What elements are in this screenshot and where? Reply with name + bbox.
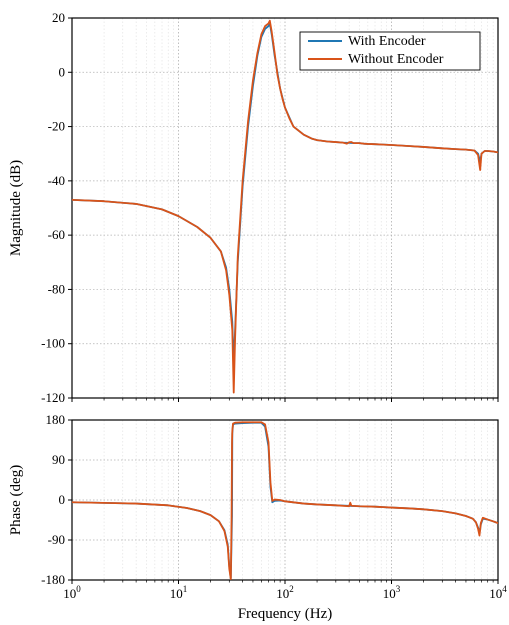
ytick-label: -20 <box>48 119 65 134</box>
ylabel-phase: Phase (deg) <box>8 465 24 535</box>
ytick-label: -180 <box>41 572 65 587</box>
plot-svg: -120 -100 -80 -60 -40 -20 0 20 -180 -90 0 90 180 100 1… <box>0 0 509 625</box>
ytick-label: -80 <box>48 281 65 296</box>
ytick-label: 90 <box>52 452 65 467</box>
ytick-label: -60 <box>48 227 65 242</box>
xtick-label: 104 <box>489 584 507 601</box>
ytick-label: -120 <box>41 390 65 405</box>
xtick-label: 100 <box>63 584 81 601</box>
ytick-label: 20 <box>52 10 65 25</box>
bode-plot-figure: -120 -100 -80 -60 -40 -20 0 20 -180 -90 0 90 180 100 1… <box>0 0 509 625</box>
xtick-label: 102 <box>276 584 294 601</box>
ytick-label: -100 <box>41 336 65 351</box>
ytick-label: 180 <box>46 412 66 427</box>
ytick-label: -90 <box>48 532 65 547</box>
legend: With Encoder Without Encoder <box>300 32 480 70</box>
ylabel-magnitude: Magnitude (dB) <box>8 160 24 256</box>
xtick-label: 101 <box>170 584 188 601</box>
legend-entry-0: With Encoder <box>348 34 426 49</box>
xtick-label: 103 <box>383 584 401 601</box>
ytick-label: 0 <box>59 64 66 79</box>
ytick-label: 0 <box>59 492 66 507</box>
xlabel-frequency: Frequency (Hz) <box>238 606 333 622</box>
ytick-label: -40 <box>48 173 65 188</box>
legend-entry-1: Without Encoder <box>348 52 444 67</box>
